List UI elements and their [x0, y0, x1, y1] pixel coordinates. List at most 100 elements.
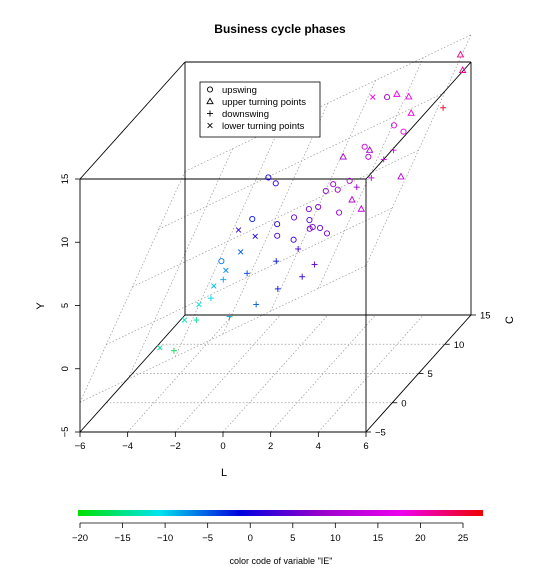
- point-upswing: [334, 186, 341, 193]
- point-lower-turning: [370, 94, 376, 100]
- z-tick-label: 5: [60, 303, 71, 308]
- floor-grid-line: [270, 314, 376, 433]
- y-tick-label: 0: [401, 398, 406, 409]
- point-upper-turning: [365, 146, 374, 153]
- point-downswing: [311, 261, 318, 268]
- chart-title: Business cycle phases: [214, 22, 346, 36]
- point-downswing: [380, 156, 387, 163]
- point-lower-turning: [237, 249, 244, 255]
- z-tick-label: 10: [60, 237, 71, 248]
- colorbar: −20 −15 −10 −5 0 5 10 15 20 25 color code of vari…: [72, 510, 483, 566]
- point-lower-turning: [211, 283, 217, 289]
- colorbar-gradient: [78, 510, 483, 516]
- y-tick-label: 5: [428, 369, 433, 380]
- colorbar-tick-label: 25: [458, 533, 469, 544]
- point-upswing: [265, 174, 272, 181]
- colorbar-tick-label: −20: [72, 533, 88, 544]
- point-upswing: [384, 94, 391, 101]
- point-upper-turning: [357, 204, 366, 212]
- box-edge: [365, 61, 472, 180]
- point-upswing: [330, 181, 337, 188]
- legend-symbol-plus: [207, 110, 213, 117]
- point-upswing: [323, 230, 331, 237]
- point-upswing: [315, 203, 322, 210]
- point-downswing: [244, 270, 251, 277]
- point-downswing: [273, 258, 280, 265]
- point-upswing: [336, 209, 343, 216]
- point-upswing: [274, 232, 281, 239]
- point-downswing: [353, 184, 360, 191]
- x-tick-label: 6: [363, 441, 368, 452]
- y-tick-label: 10: [454, 340, 465, 351]
- point-upswing: [361, 143, 368, 150]
- point-upper-turning: [348, 195, 356, 203]
- point-upper-turning: [339, 152, 347, 160]
- point-downswing: [220, 276, 227, 283]
- colorbar-tick-label: 15: [373, 533, 384, 544]
- x-tick-label: −6: [75, 441, 86, 452]
- data-points: [157, 50, 467, 354]
- z-tick-label: 15: [60, 174, 71, 185]
- colorbar-tick-label: 20: [415, 533, 426, 544]
- point-upper-turning: [456, 50, 465, 58]
- legend-label-upswing: upswing: [222, 85, 257, 96]
- legend-label-downswing: downswing: [222, 109, 269, 120]
- colorbar-title: color code of variable "IE": [230, 556, 333, 566]
- legend: upswing upper turning points downswing l…: [199, 81, 321, 138]
- plane-grid-line: [106, 207, 393, 345]
- point-lower-turning: [181, 317, 188, 323]
- legend-entry-downswing: downswing: [207, 109, 269, 120]
- legend-symbol: [207, 122, 213, 129]
- point-upper-turning: [407, 109, 415, 116]
- point-upswing: [290, 236, 297, 243]
- point-upswing: [305, 205, 312, 213]
- point-upswing: [322, 187, 329, 194]
- point-downswing: [226, 313, 233, 320]
- legend-symbol-cross: [207, 122, 213, 129]
- point-upswing: [272, 180, 279, 187]
- x-axis-title: L: [221, 467, 227, 479]
- z-tick-label: −5: [60, 427, 71, 438]
- legend-entry-upswing: upswing: [206, 85, 257, 96]
- point-upswing: [306, 217, 313, 224]
- legend-symbol-triangle: [206, 97, 214, 105]
- legend-label-upper-turning-points: upper turning points: [222, 97, 306, 108]
- point-downswing: [368, 174, 375, 181]
- point-upswing: [274, 221, 281, 228]
- point-upswing: [309, 224, 316, 231]
- x-tick-label: −4: [122, 441, 133, 452]
- plane-grid-line: [158, 92, 445, 230]
- point-upswing: [218, 258, 225, 265]
- point-upswing: [390, 122, 398, 129]
- box-edge: [79, 314, 186, 433]
- point-downswing: [253, 301, 260, 308]
- point-upper-turning: [458, 66, 467, 73]
- point-upper-turning: [404, 92, 413, 100]
- point-upswing: [346, 177, 353, 184]
- point-downswing: [440, 104, 447, 111]
- legend-symbol: [207, 110, 213, 117]
- colorbar-tick-label: 0: [248, 533, 253, 544]
- plane-grid-line: [79, 265, 367, 403]
- z-axis-title: Y: [35, 302, 47, 310]
- colorbar-tick-label: 5: [290, 533, 295, 544]
- plane-grid-line: [132, 149, 419, 288]
- legend-box: [199, 81, 321, 138]
- point-lower-turning: [196, 301, 202, 308]
- legend-symbol: [206, 86, 214, 93]
- point-downswing: [390, 147, 397, 154]
- point-downswing: [193, 317, 200, 324]
- point-lower-turning: [252, 233, 258, 240]
- point-upswing: [317, 224, 324, 231]
- plot-grid: [79, 34, 472, 433]
- colorbar-ticks: −20 −15 −10 −5 0 5 10 15 20 25: [72, 523, 468, 544]
- point-upswing: [249, 215, 256, 223]
- legend-symbol-circle: [206, 86, 214, 93]
- point-downswing: [170, 347, 177, 354]
- colorbar-tick-label: −15: [114, 533, 130, 544]
- box-edge: [79, 61, 186, 180]
- point-upswing: [306, 225, 313, 232]
- point-downswing: [274, 285, 281, 292]
- point-upper-turning: [397, 172, 405, 180]
